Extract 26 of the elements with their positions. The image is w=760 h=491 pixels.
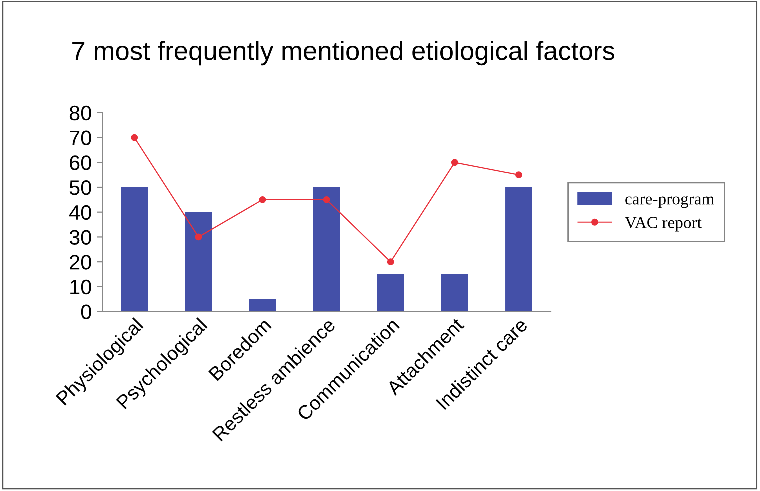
chart-title: 7 most frequently mentioned etiological factors [72,41,614,66]
y-tick-label: 0 [81,304,92,320]
bar [185,212,212,312]
y-tick-label: 50 [70,180,92,196]
y-tick-label: 10 [70,280,92,295]
legend-label: VAC report [625,217,702,232]
y-tick-label: 30 [70,230,92,245]
point [323,196,330,204]
bar [506,188,532,312]
point [195,234,202,241]
bar [377,274,404,312]
bar [441,274,468,312]
bar [313,188,340,312]
point [516,172,522,179]
y-tick-label: 20 [70,255,92,270]
y-tick-label: 80 [70,106,92,121]
point [131,134,138,142]
point [387,258,394,266]
point [451,159,458,166]
point [259,196,266,204]
y-tick-label: 60 [70,156,92,170]
y-tick-label: 70 [70,130,92,146]
bar [121,188,148,312]
y-tick-label: 40 [69,205,92,220]
bar [249,299,276,312]
legend-label: care-program [626,196,714,208]
